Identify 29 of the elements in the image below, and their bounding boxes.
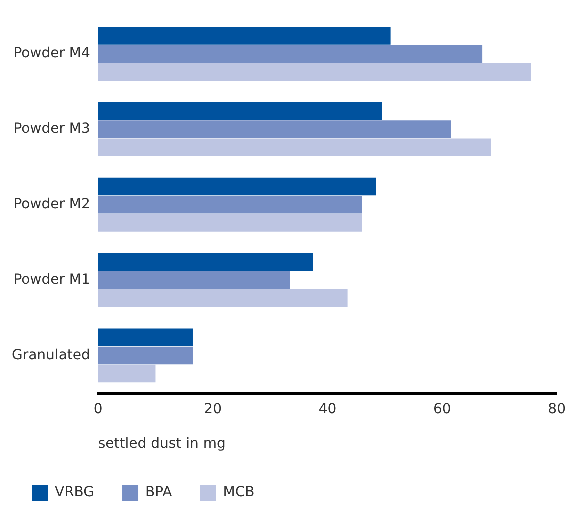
bar [98,346,193,365]
bar [98,27,391,45]
x-tick-label: 40 [318,401,337,418]
bar [98,102,382,120]
bar [98,253,314,272]
bar [98,328,193,346]
x-tick-label: 20 [204,401,222,418]
bar [98,45,483,63]
y-tick-label: Powder M3 [14,121,90,138]
legend-label: BPA [146,484,173,501]
y-tick-label: Powder M1 [14,272,90,288]
y-tick-label: Granulated [12,347,90,364]
y-tick-label: Powder M4 [14,46,90,62]
bar [98,364,156,383]
bar [98,290,348,308]
legend-label: MCB [223,484,255,501]
bar [98,138,492,156]
bar [98,63,532,82]
y-tick-label: Powder M2 [14,196,90,213]
x-axis-title: settled dust in mg [98,436,226,452]
legend-label: VRBG [55,484,95,501]
bar [98,271,290,290]
bar [98,120,452,138]
x-tick-label: 60 [434,401,452,418]
x-tick-label: 0 [94,401,103,418]
x-tick-label: 80 [548,401,566,418]
bar [98,178,376,196]
bar [98,196,362,214]
bar [98,214,362,232]
